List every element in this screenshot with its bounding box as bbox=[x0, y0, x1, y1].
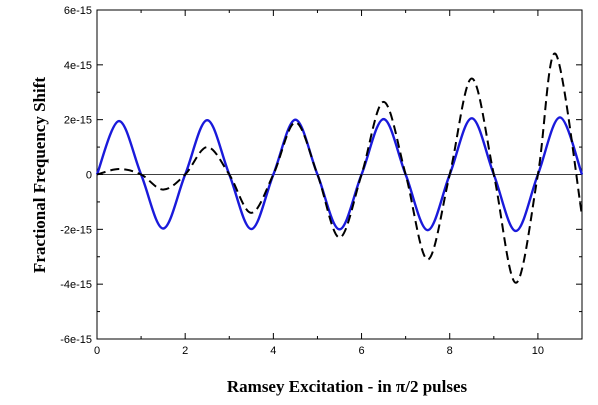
series-dashed-line bbox=[96, 52, 583, 284]
x-tick-label: 2 bbox=[182, 345, 188, 357]
x-tick-label: 0 bbox=[94, 345, 100, 357]
y-tick-label: 4e-15 bbox=[64, 60, 92, 72]
x-tick-label: 4 bbox=[270, 345, 276, 357]
y-tick-label: 6e-15 bbox=[64, 5, 92, 17]
plot-layer: 0 2 4 6 8 10 -6e-15 -4e-15 -2e-15 0 2e-15 4e-15 6e-1… bbox=[60, 5, 584, 357]
x-tick-label: 6 bbox=[358, 345, 364, 357]
y-tick-label: -6e-15 bbox=[60, 334, 92, 346]
y-axis-title: Fractional Frequency Shift bbox=[30, 77, 49, 273]
x-tick-label: 10 bbox=[532, 345, 544, 357]
y-tick-label: -4e-15 bbox=[60, 279, 92, 291]
x-tick-label: 8 bbox=[447, 345, 453, 357]
x-axis-title: Ramsey Excitation - in π/2 pulses bbox=[227, 377, 468, 396]
y-tick-label: -2e-15 bbox=[60, 224, 92, 236]
y-tick-label: 2e-15 bbox=[64, 115, 92, 127]
y-tick-label: 0 bbox=[86, 170, 92, 182]
